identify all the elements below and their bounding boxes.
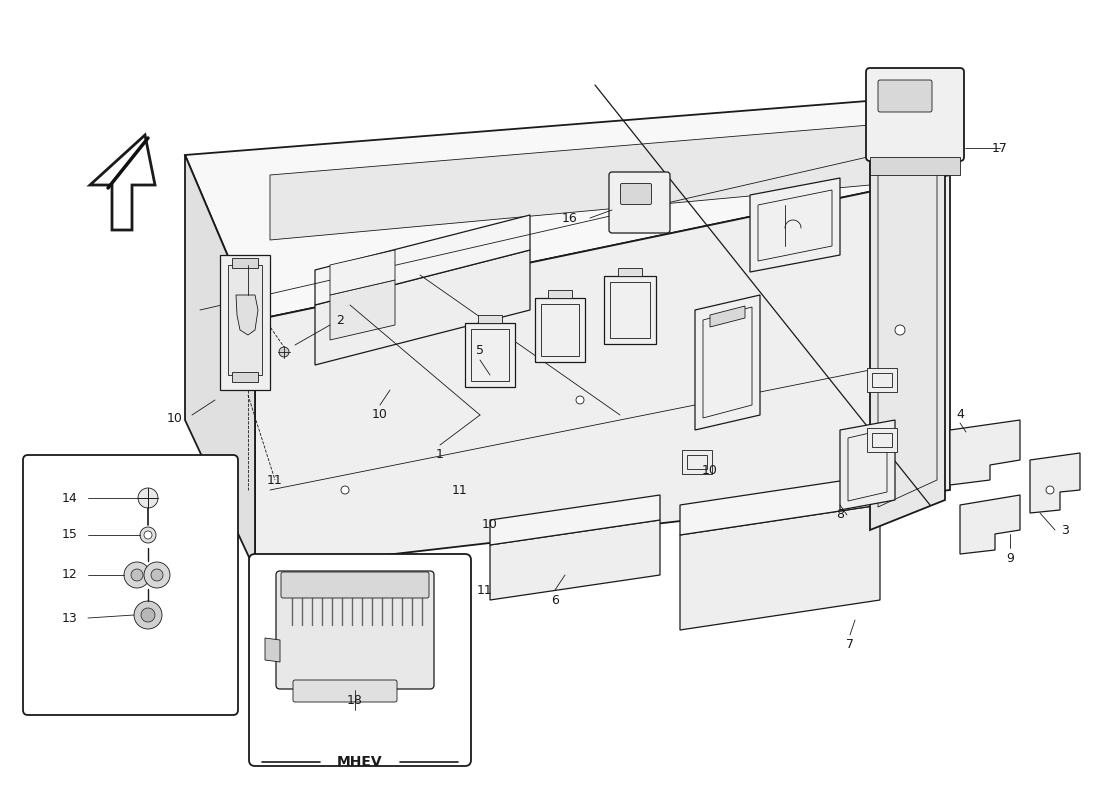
Polygon shape	[185, 155, 255, 570]
Text: 10: 10	[702, 463, 718, 477]
Circle shape	[1046, 486, 1054, 494]
Text: parts: parts	[418, 447, 542, 553]
FancyBboxPatch shape	[609, 172, 670, 233]
Polygon shape	[840, 420, 895, 510]
Circle shape	[131, 569, 143, 581]
Polygon shape	[867, 368, 896, 392]
Polygon shape	[710, 306, 745, 327]
FancyBboxPatch shape	[276, 571, 434, 689]
Polygon shape	[870, 157, 960, 175]
Polygon shape	[750, 178, 840, 272]
Text: 5: 5	[476, 343, 484, 357]
FancyBboxPatch shape	[280, 572, 429, 598]
Text: 16: 16	[562, 211, 578, 225]
Circle shape	[140, 527, 156, 543]
Polygon shape	[465, 323, 515, 387]
Polygon shape	[330, 250, 395, 295]
Text: 12: 12	[62, 569, 78, 582]
Polygon shape	[490, 495, 660, 545]
FancyBboxPatch shape	[23, 455, 238, 715]
Polygon shape	[478, 315, 502, 323]
Text: 10: 10	[482, 518, 498, 531]
Polygon shape	[950, 420, 1020, 485]
Text: 11: 11	[477, 583, 493, 597]
Circle shape	[124, 562, 150, 588]
Circle shape	[144, 562, 170, 588]
FancyBboxPatch shape	[866, 68, 964, 161]
Text: 18: 18	[348, 694, 363, 706]
Text: 7: 7	[846, 638, 854, 651]
Polygon shape	[228, 265, 262, 375]
Polygon shape	[682, 450, 712, 474]
Polygon shape	[535, 298, 585, 362]
Text: 4: 4	[956, 409, 964, 422]
Circle shape	[134, 601, 162, 629]
Polygon shape	[548, 290, 572, 298]
Text: 6: 6	[551, 594, 559, 606]
Polygon shape	[960, 495, 1020, 554]
Polygon shape	[265, 638, 280, 662]
Text: 10: 10	[372, 409, 388, 422]
Polygon shape	[618, 268, 642, 276]
Polygon shape	[1030, 453, 1080, 513]
Polygon shape	[695, 295, 760, 430]
Text: since 1985: since 1985	[470, 227, 891, 553]
Polygon shape	[680, 475, 880, 535]
Text: 17: 17	[992, 142, 1008, 154]
Polygon shape	[232, 372, 258, 382]
Text: 9: 9	[1006, 551, 1014, 565]
Text: 2: 2	[337, 314, 344, 326]
Polygon shape	[232, 258, 258, 268]
Text: MHEV: MHEV	[338, 755, 383, 769]
Circle shape	[895, 325, 905, 335]
Polygon shape	[315, 215, 530, 305]
Polygon shape	[330, 280, 395, 340]
Circle shape	[151, 569, 163, 581]
Circle shape	[144, 531, 152, 539]
Polygon shape	[90, 135, 155, 230]
Polygon shape	[236, 295, 258, 335]
Text: 3: 3	[1062, 523, 1069, 537]
Text: 14: 14	[62, 491, 78, 505]
Text: 11: 11	[452, 483, 468, 497]
FancyBboxPatch shape	[249, 554, 471, 766]
Polygon shape	[680, 505, 880, 630]
Circle shape	[279, 347, 289, 357]
Polygon shape	[604, 276, 656, 344]
Circle shape	[138, 488, 158, 508]
Text: 11: 11	[267, 474, 283, 486]
Polygon shape	[255, 175, 950, 570]
Polygon shape	[270, 125, 870, 240]
Text: 13: 13	[62, 611, 78, 625]
Circle shape	[576, 396, 584, 404]
Text: passion: passion	[452, 343, 668, 517]
Text: 8: 8	[836, 509, 844, 522]
Text: 15: 15	[62, 529, 78, 542]
Text: 10: 10	[167, 411, 183, 425]
FancyBboxPatch shape	[620, 183, 651, 205]
Circle shape	[341, 486, 349, 494]
Polygon shape	[867, 428, 896, 452]
FancyBboxPatch shape	[293, 680, 397, 702]
Circle shape	[141, 608, 155, 622]
Text: 1: 1	[436, 449, 444, 462]
Polygon shape	[315, 250, 530, 365]
Polygon shape	[185, 100, 950, 320]
Polygon shape	[870, 125, 945, 530]
Polygon shape	[490, 520, 660, 600]
FancyBboxPatch shape	[878, 80, 932, 112]
Polygon shape	[220, 255, 270, 390]
